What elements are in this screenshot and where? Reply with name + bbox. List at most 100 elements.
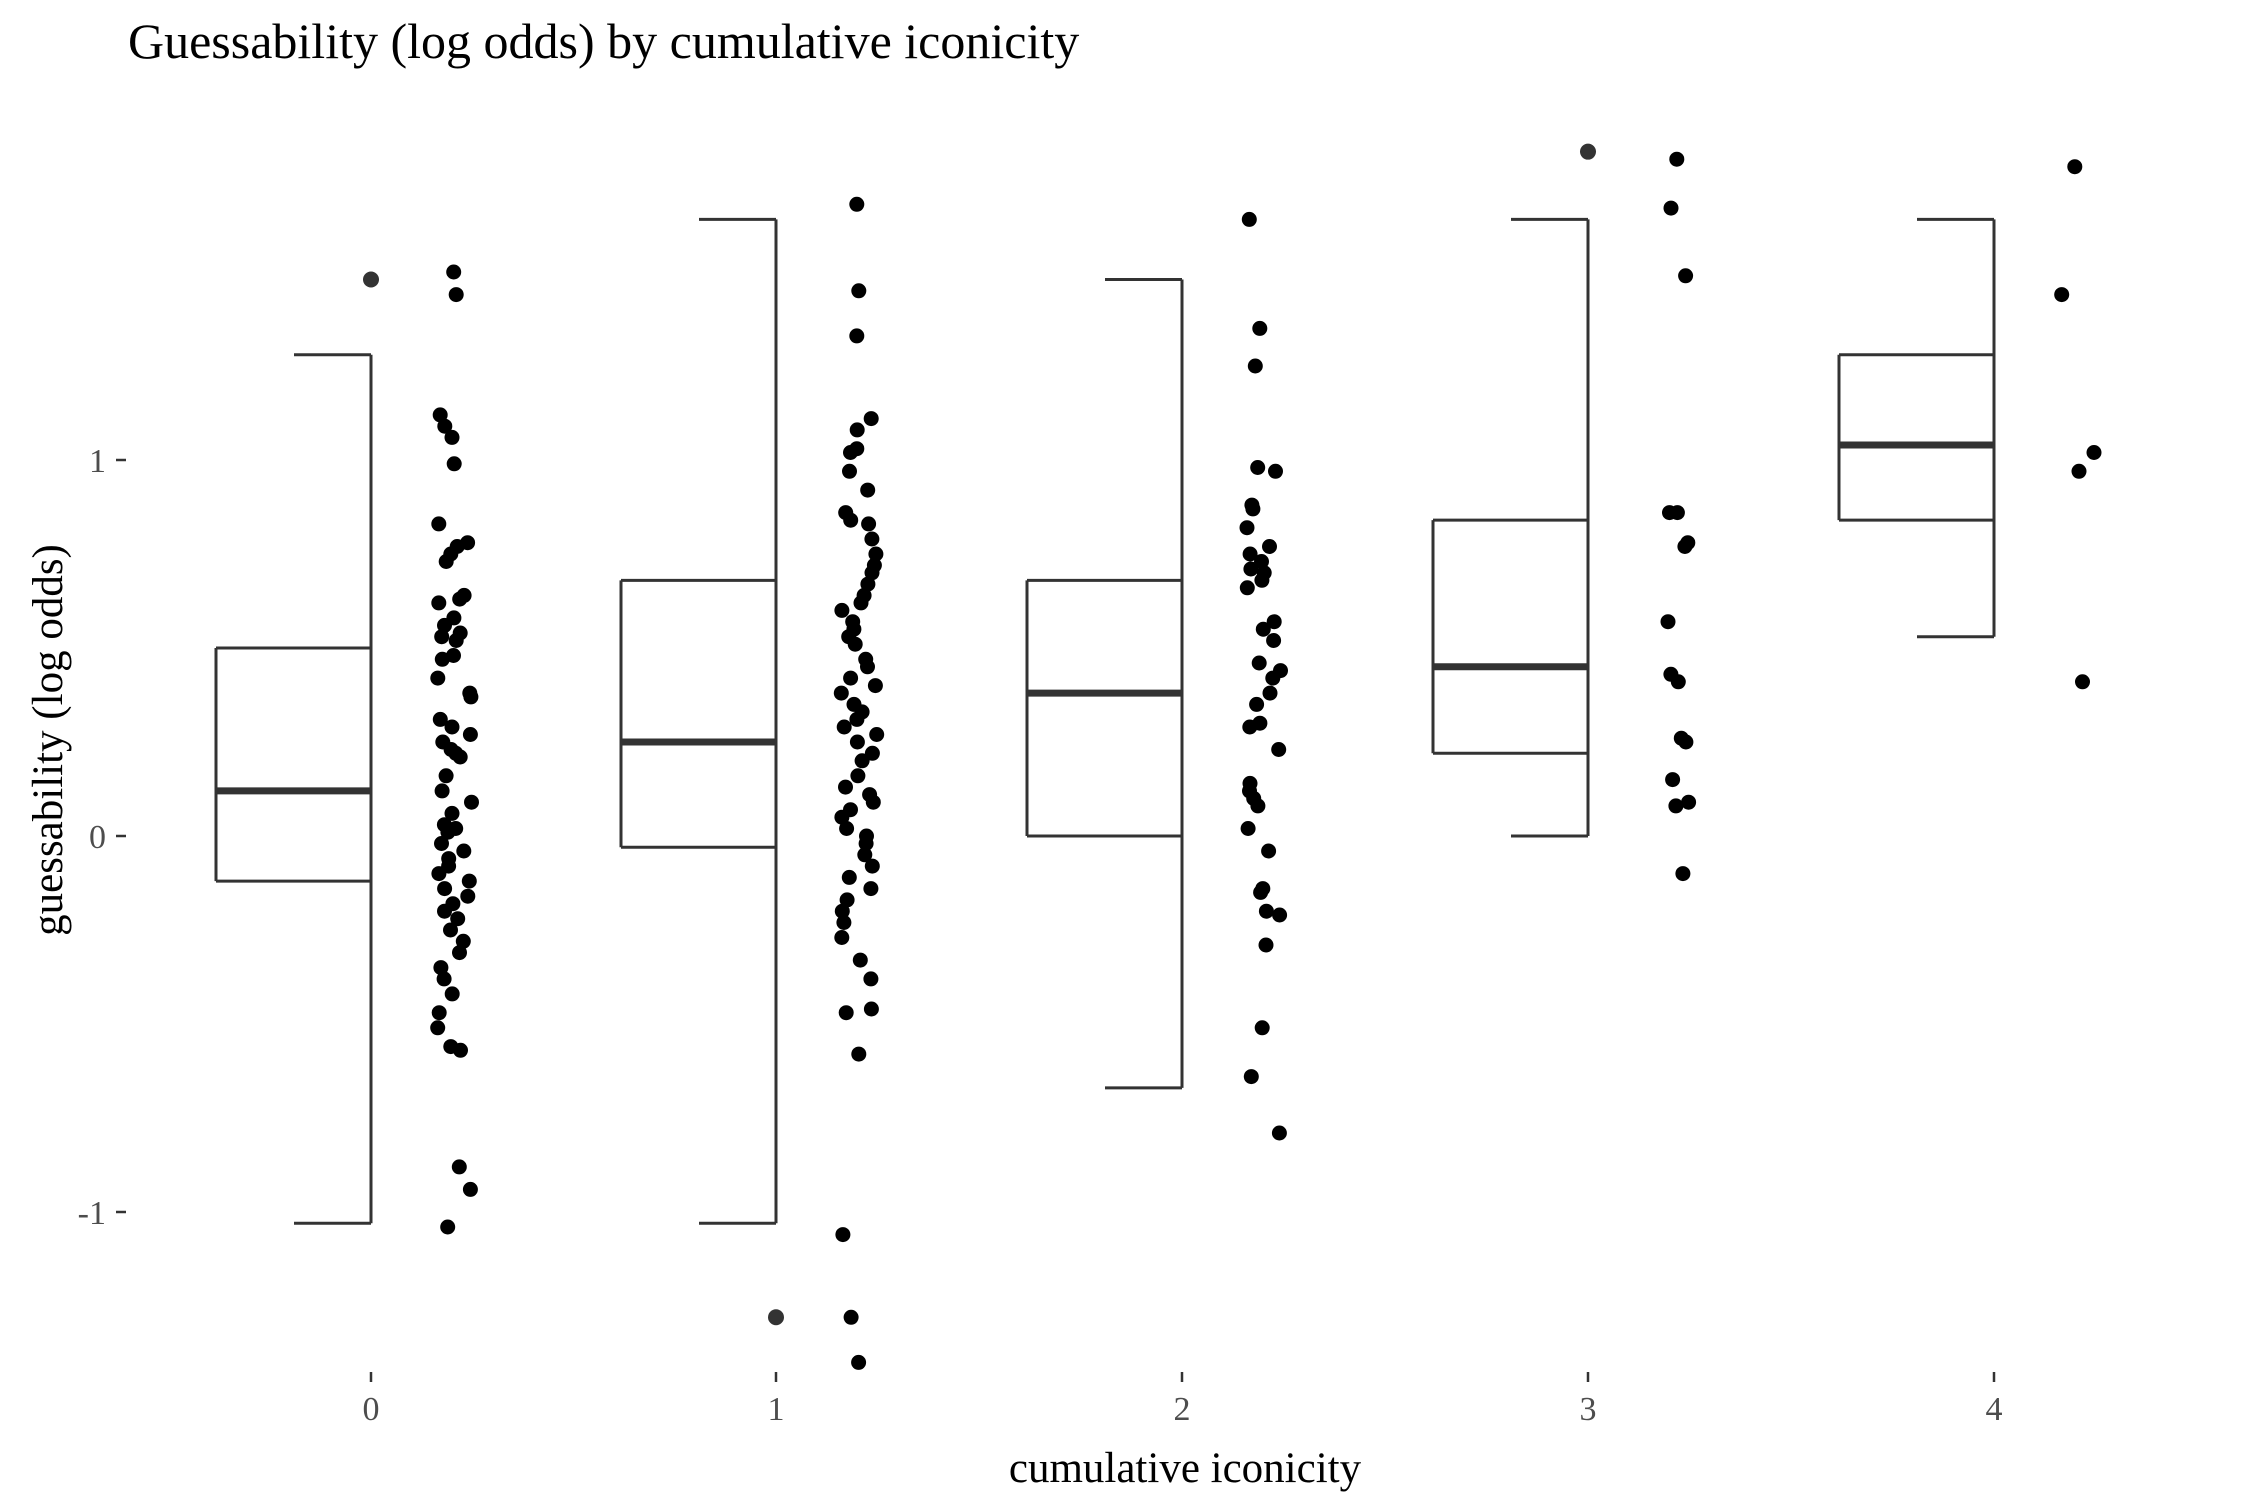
data-point [1665, 772, 1681, 788]
data-point [455, 933, 471, 949]
boxplot-2 [1025, 278, 1184, 1090]
data-point [860, 659, 875, 675]
data-point [1249, 696, 1265, 712]
data-point [1239, 580, 1255, 596]
data-point [841, 869, 857, 885]
data-point [863, 971, 879, 987]
boxplot-0 [214, 271, 379, 1225]
data-point [1662, 505, 1677, 521]
outlier-point [363, 271, 379, 288]
data-point [847, 636, 863, 652]
x-tick-label: 2 [1174, 1391, 1191, 1428]
data-point [834, 903, 850, 919]
data-point [1262, 539, 1277, 554]
data-point [1675, 866, 1691, 882]
data-point [437, 418, 453, 434]
x-axis-title: cumulative iconicity [1009, 1445, 1362, 1492]
data-point [834, 602, 850, 618]
data-point [432, 407, 448, 423]
y-tick-label: 0 [89, 819, 106, 856]
data-point [1241, 211, 1257, 227]
data-point [864, 565, 880, 581]
data-point [849, 328, 865, 344]
data-point [436, 971, 452, 987]
data-point [1266, 614, 1282, 630]
data-point [1251, 655, 1267, 671]
data-point [1254, 572, 1270, 588]
chart-title: Guessability (log odds) by cumulative ic… [128, 13, 1079, 69]
data-point [1668, 798, 1684, 814]
data-point [444, 719, 460, 735]
data-point [1255, 621, 1271, 637]
data-point [842, 463, 857, 479]
data-point [836, 719, 852, 735]
data-point [430, 670, 446, 686]
data-point [2067, 159, 2083, 175]
outlier-point [768, 1309, 784, 1326]
data-point [1678, 734, 1694, 750]
data-point [1250, 798, 1266, 814]
y-tick-label: 1 [89, 443, 106, 480]
data-point [452, 749, 468, 765]
data-point [431, 1005, 447, 1021]
data-point [464, 794, 479, 810]
data-point [1254, 554, 1269, 569]
data-point [440, 1219, 456, 1235]
data-point [438, 554, 454, 569]
data-point [444, 429, 460, 445]
data-point [462, 1181, 478, 1197]
outlier-point [1580, 143, 1596, 160]
data-point [437, 617, 452, 633]
data-point [843, 1309, 859, 1325]
boxplot-4 [1837, 217, 1996, 639]
data-point [1681, 794, 1697, 810]
data-point [849, 734, 865, 750]
data-point [851, 1046, 867, 1062]
data-point [453, 1042, 468, 1058]
data-point [440, 824, 456, 840]
data-point [854, 753, 870, 769]
data-point [833, 685, 849, 701]
data-point [834, 809, 850, 825]
data-point [1250, 460, 1266, 475]
x-tick-label: 0 [363, 1391, 380, 1428]
data-point [1271, 742, 1287, 757]
data-point [432, 711, 448, 727]
data-point [843, 670, 859, 686]
boxplots [214, 143, 1996, 1326]
y-axis-title: guessability (log odds) [25, 544, 72, 936]
data-point [452, 591, 468, 607]
data-point [2086, 445, 2102, 460]
points-1 [833, 196, 885, 1370]
data-point [431, 595, 447, 611]
data-point [843, 445, 858, 460]
data-point [448, 287, 464, 303]
data-point [1240, 821, 1256, 836]
data-point [860, 482, 876, 498]
data-point [461, 873, 477, 889]
data-point [869, 727, 885, 742]
x-tick-label: 3 [1580, 1391, 1597, 1428]
data-point [460, 888, 476, 904]
data-point [1253, 884, 1269, 900]
data-point [463, 689, 479, 705]
data-point [1670, 674, 1686, 690]
data-point [431, 866, 447, 882]
data-point [1258, 903, 1274, 919]
data-point [444, 986, 460, 1002]
data-point [448, 633, 464, 648]
data-point [452, 945, 467, 961]
jitter-points [430, 151, 2102, 1370]
data-point [1663, 200, 1679, 216]
data-point [430, 1020, 446, 1036]
data-point [836, 915, 852, 930]
data-point [434, 783, 450, 799]
data-point [1254, 1020, 1270, 1036]
data-point [444, 805, 460, 821]
data-point [858, 836, 874, 851]
data-point [857, 847, 873, 863]
data-point [1265, 670, 1281, 686]
data-point [1245, 501, 1261, 517]
data-point [446, 264, 462, 280]
data-point [851, 1354, 867, 1370]
